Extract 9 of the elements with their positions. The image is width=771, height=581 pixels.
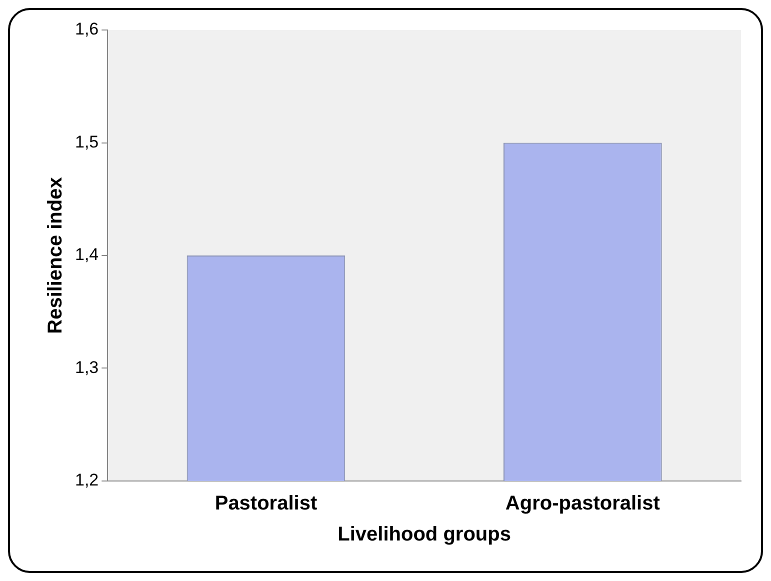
x-tick-label: Pastoralist bbox=[214, 492, 318, 515]
x-tick-label: Agro-pastoralist bbox=[505, 492, 660, 515]
y-tick-label: 1,6 bbox=[74, 20, 99, 39]
y-tick-label: 1,4 bbox=[74, 245, 99, 264]
x-axis-title: Livelihood groups bbox=[338, 524, 511, 546]
y-tick-label: 1,3 bbox=[74, 358, 99, 377]
y-tick-label: 1,2 bbox=[74, 470, 99, 490]
y-axis-title: Resilience index bbox=[44, 177, 67, 334]
y-tick-label: 1,5 bbox=[74, 132, 99, 152]
